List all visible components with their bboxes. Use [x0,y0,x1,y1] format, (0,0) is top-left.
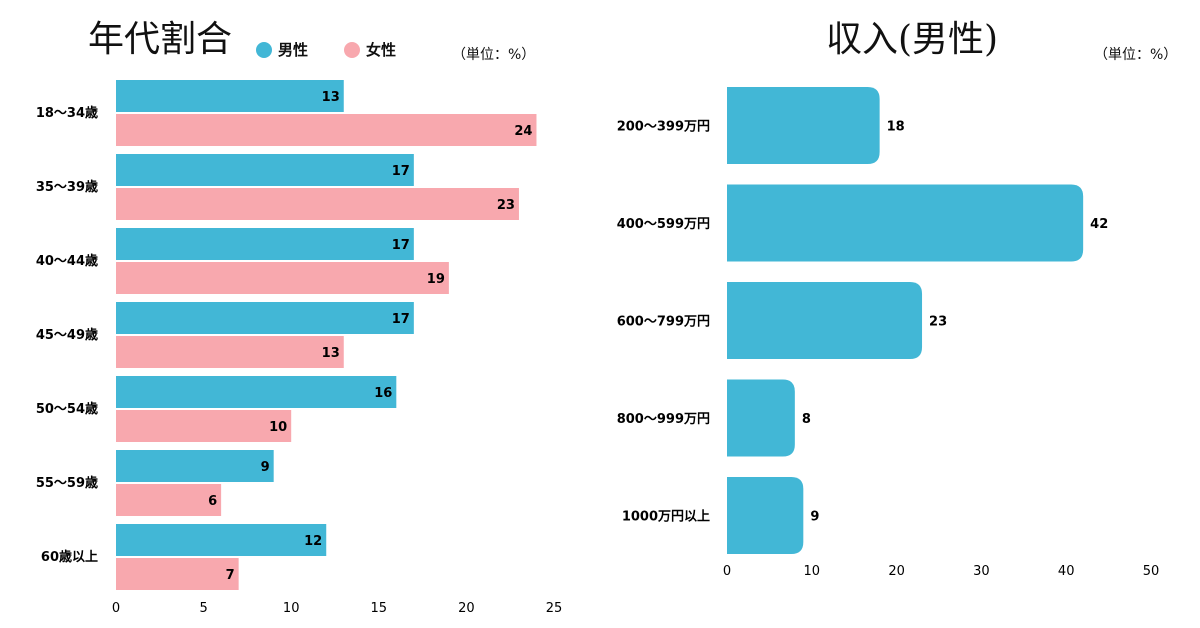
age-bar-female [116,188,519,220]
age-category-label: 60歳以上 [41,549,98,565]
age-x-tick-label: 5 [199,601,207,616]
age-bar-value-label: 24 [514,124,532,139]
age-bar-female [116,484,222,516]
age-bar-value-label: 17 [392,238,410,253]
income-bar [727,87,880,164]
age-bar-value-label: 12 [304,534,322,549]
age-bar-value-label: 17 [392,164,410,179]
age-category-label: 18〜34歳 [36,105,98,121]
income-bar [727,282,923,359]
age-bar-female [116,410,292,442]
income-bar [727,379,795,457]
income-category-label: 800〜999万円 [617,412,710,427]
age-bar-male [116,228,414,260]
age-bar-male [116,80,344,112]
age-bar-female [116,558,239,590]
age-bar-female [116,114,537,146]
income-category-label: 400〜599万円 [617,217,710,232]
age-category-label: 55〜59歳 [36,475,98,491]
legend-swatch-female [344,41,361,58]
age-bar-value-label: 9 [261,460,270,475]
age-bar-value-label: 13 [322,346,340,361]
age-bar-value-label: 6 [208,494,217,509]
age-bar-male [116,376,397,408]
income-bar [727,477,804,554]
age-bar-value-label: 17 [392,312,410,327]
age-bar-female [116,262,449,294]
income-chart-unit-note: （単位：%） [1094,47,1178,63]
age-bar-value-label: 13 [322,90,340,105]
income-x-tick-label: 40 [1058,564,1075,579]
legend-label-male: 男性 [278,41,309,59]
age-x-tick-label: 25 [546,601,563,616]
income-bar-value-label: 8 [802,412,811,427]
income-x-tick-label: 30 [973,564,990,579]
age-bar-value-label: 16 [374,386,392,401]
age-chart-legend: 男性 女性 [256,39,396,60]
income-bar-value-label: 18 [887,120,905,135]
income-x-tick-label: 20 [888,564,905,579]
age-category-label: 40〜44歳 [36,253,98,269]
age-bar-value-label: 7 [226,568,235,583]
age-chart-title: 年代割合 [88,19,233,60]
age-bar-male [116,154,414,186]
age-category-label: 50〜54歳 [36,401,98,417]
income-x-tick-label: 0 [723,564,731,579]
income-bar [727,184,1084,262]
age-bar-value-label: 10 [269,420,287,435]
legend-swatch-male [256,41,272,58]
income-category-label: 1000万円以上 [622,510,710,525]
income-x-tick-label: 50 [1143,564,1160,579]
age-bar-value-label: 19 [427,272,445,287]
legend-label-female: 女性 [366,41,397,59]
income-category-label: 600〜799万円 [617,315,710,330]
age-chart-unit-note: （単位：%） [452,47,536,63]
income-category-label: 200〜399万円 [617,120,710,135]
age-category-label: 45〜49歳 [36,327,98,343]
income-chart-title: 収入(男性) [826,19,999,60]
income-bar-value-label: 42 [1090,217,1108,232]
age-bar-male [116,450,274,482]
income-bar-value-label: 9 [810,510,819,525]
age-bar-female [116,336,344,368]
income-bar-value-label: 23 [929,315,947,330]
income-x-tick-label: 10 [804,564,821,579]
age-category-label: 35〜39歳 [36,179,98,195]
age-x-tick-label: 10 [283,601,300,616]
age-bar-value-label: 23 [497,198,515,213]
age-bar-male [116,524,327,556]
age-x-tick-label: 20 [458,601,475,616]
age-x-tick-label: 0 [112,601,120,616]
age-x-tick-label: 15 [371,601,388,616]
age-bar-male [116,302,414,334]
